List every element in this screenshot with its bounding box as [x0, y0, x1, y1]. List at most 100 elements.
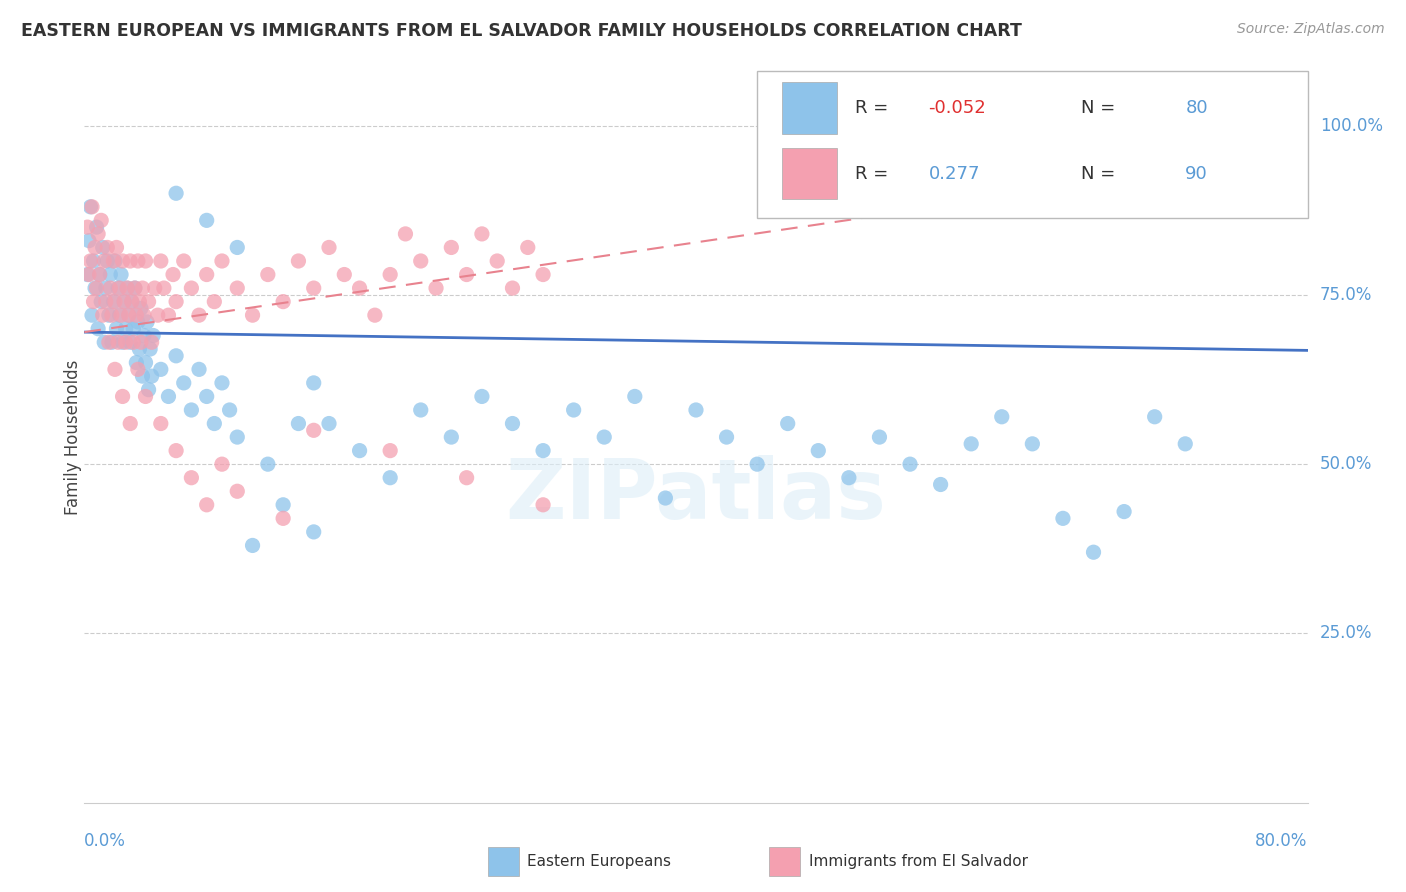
Point — [118, 308, 141, 322]
Point — [165, 294, 187, 309]
Point — [97, 308, 120, 322]
Point — [333, 268, 356, 282]
Point — [149, 417, 172, 431]
Bar — [782, 148, 837, 200]
Point — [112, 294, 135, 309]
Point — [1143, 409, 1166, 424]
Text: 75.0%: 75.0% — [1320, 285, 1372, 304]
Point — [79, 200, 101, 214]
Point — [271, 294, 294, 309]
Point — [869, 430, 891, 444]
Point — [202, 294, 225, 309]
Point — [97, 335, 120, 350]
Point — [131, 369, 153, 384]
Text: N =: N = — [1081, 165, 1121, 183]
Point — [90, 213, 112, 227]
Point — [242, 538, 264, 552]
Point — [486, 254, 509, 268]
Point — [98, 268, 121, 282]
Point — [165, 349, 187, 363]
Point — [129, 301, 152, 316]
Point — [242, 308, 264, 322]
Point — [838, 471, 860, 485]
Point — [122, 322, 145, 336]
Point — [121, 294, 143, 309]
Text: EASTERN EUROPEAN VS IMMIGRANTS FROM EL SALVADOR FAMILY HOUSEHOLDS CORRELATION CH: EASTERN EUROPEAN VS IMMIGRANTS FROM EL S… — [21, 22, 1022, 40]
Point — [226, 430, 249, 444]
Point — [86, 281, 108, 295]
Point — [157, 308, 180, 322]
Point — [80, 308, 103, 322]
Point — [180, 471, 202, 485]
Point — [898, 457, 921, 471]
Point — [562, 403, 585, 417]
Point — [195, 268, 218, 282]
Text: 80: 80 — [1185, 99, 1208, 117]
Point — [138, 294, 160, 309]
Point — [1083, 545, 1105, 559]
Point — [302, 376, 325, 390]
Point — [79, 254, 101, 268]
Point — [149, 362, 172, 376]
Point — [108, 308, 131, 322]
Point — [226, 484, 249, 499]
Point — [118, 308, 141, 322]
Point — [141, 335, 163, 350]
Point — [349, 281, 371, 295]
Point — [122, 335, 145, 350]
Point — [77, 234, 100, 248]
Point — [654, 491, 676, 505]
Bar — [488, 847, 519, 876]
Y-axis label: Family Households: Family Households — [65, 359, 82, 515]
Point — [138, 383, 160, 397]
Point — [471, 389, 494, 403]
Point — [120, 417, 142, 431]
Point — [1114, 505, 1136, 519]
Point — [128, 342, 150, 356]
Text: -0.052: -0.052 — [928, 99, 986, 117]
Point — [103, 294, 125, 309]
Point — [456, 268, 478, 282]
Text: Eastern Europeans: Eastern Europeans — [527, 854, 671, 869]
Point — [188, 362, 211, 376]
Point — [124, 281, 146, 295]
Point — [531, 498, 554, 512]
Point — [226, 240, 249, 254]
Point — [516, 240, 538, 254]
Point — [302, 281, 325, 295]
Point — [173, 254, 195, 268]
Text: ZIPatlas: ZIPatlas — [506, 455, 886, 536]
Point — [180, 281, 202, 295]
Point — [120, 335, 142, 350]
Point — [103, 254, 125, 268]
Text: 50.0%: 50.0% — [1320, 455, 1372, 473]
Point — [409, 403, 432, 417]
Point — [257, 268, 280, 282]
Point — [90, 294, 112, 309]
Point — [76, 268, 98, 282]
Point — [135, 355, 157, 369]
Point — [142, 328, 165, 343]
Point — [86, 220, 108, 235]
Point — [76, 220, 98, 235]
Point — [456, 471, 478, 485]
Point — [425, 281, 447, 295]
Bar — [782, 82, 837, 134]
Point — [165, 443, 187, 458]
Point — [471, 227, 494, 241]
Point — [226, 281, 249, 295]
Point — [440, 430, 463, 444]
Point — [110, 268, 132, 282]
Point — [89, 268, 111, 282]
Point — [195, 213, 218, 227]
Point — [93, 335, 115, 350]
Point — [87, 322, 110, 336]
Point — [318, 240, 340, 254]
Text: R =: R = — [855, 99, 894, 117]
Point — [84, 281, 107, 295]
Point — [107, 281, 129, 295]
Point — [747, 457, 769, 471]
Point — [114, 335, 136, 350]
Point — [115, 281, 138, 295]
Point — [112, 294, 135, 309]
